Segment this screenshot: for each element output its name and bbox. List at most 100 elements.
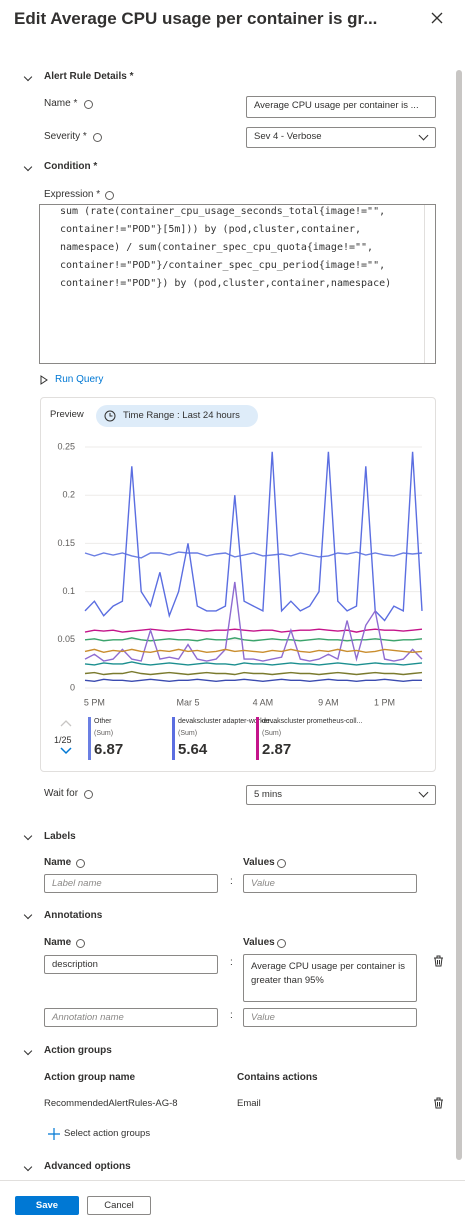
legend-aggregation: (Sum) — [262, 730, 282, 737]
section-heading[interactable]: Annotations — [44, 910, 103, 921]
info-icon[interactable] — [277, 939, 286, 948]
series-line — [84, 648, 423, 654]
code-line: container!="POD"}) by (pod,cluster,conta… — [60, 278, 392, 289]
info-icon[interactable] — [76, 939, 85, 948]
run-query-link[interactable]: Run Query — [55, 374, 104, 385]
legend-pager-arrows[interactable] — [60, 718, 72, 768]
chevron[interactable] — [23, 1046, 33, 1056]
info-icon[interactable] — [277, 859, 286, 868]
y-tick-label: 0.05 — [57, 634, 75, 644]
info-icon[interactable] — [84, 100, 93, 109]
time-range-label[interactable]: Time Range : Last 24 hours — [123, 410, 240, 421]
delete-icon[interactable] — [433, 1097, 444, 1109]
series-line — [84, 661, 423, 666]
label-name-input[interactable]: Label name — [44, 874, 218, 893]
separator: : — [230, 1010, 233, 1021]
column-header: Contains actions — [237, 1072, 318, 1083]
annotation-name-input[interactable]: Annotation name — [44, 1008, 218, 1027]
legend-swatch — [172, 717, 175, 760]
x-tick-label: 4 AM — [253, 697, 274, 707]
editor-scrollbar — [424, 205, 435, 363]
y-tick-label: 0.25 — [57, 441, 75, 451]
section-heading[interactable]: Advanced options — [44, 1161, 131, 1172]
column-header: Name — [44, 857, 72, 868]
legend-name: devakscluster adapter-worker ... — [178, 718, 278, 725]
cancel-button[interactable]: Cancel — [87, 1196, 151, 1215]
preview-label: Preview — [50, 409, 84, 420]
code-line: sum (rate(container_cpu_usage_seconds_to… — [60, 206, 386, 217]
section-heading[interactable]: Labels — [44, 831, 76, 842]
y-tick-label: 0.1 — [62, 586, 75, 596]
annotation-value-input[interactable]: Value — [243, 1008, 417, 1027]
field-label: Severity * — [44, 131, 87, 142]
panel-title: Edit Average CPU usage per container is … — [14, 9, 378, 28]
chevron[interactable] — [23, 831, 33, 841]
legend-swatch — [256, 717, 259, 760]
action-group-name: RecommendedAlertRules-AG-8 — [44, 1098, 178, 1109]
section-heading[interactable]: Condition * — [44, 161, 98, 172]
legend-value: 6.87 — [94, 741, 124, 758]
legend-pager: 1/25 — [54, 735, 72, 745]
x-tick-label: Mar 5 — [176, 697, 199, 707]
section-heading[interactable]: Action groups — [44, 1045, 112, 1056]
y-tick-label: 0.15 — [57, 538, 75, 548]
expression-editor[interactable] — [39, 204, 436, 364]
series-line — [84, 637, 423, 642]
series-line — [84, 451, 423, 622]
preview-card — [40, 397, 436, 772]
y-tick-label: 0.2 — [62, 490, 75, 500]
code-line: container!="POD"}/container_spec_cpu_per… — [60, 260, 386, 271]
time-range-pill[interactable] — [96, 405, 258, 427]
legend-value: 2.87 — [262, 741, 292, 758]
wait-for-select[interactable]: 5 mins — [246, 785, 436, 805]
code-line: container!="POD"}[5m])) by (pod,cluster,… — [60, 224, 362, 235]
info-icon[interactable] — [84, 790, 93, 799]
chevron[interactable] — [23, 162, 33, 172]
x-tick-label: 5 PM — [84, 697, 105, 707]
section-heading[interactable]: Alert Rule Details * — [44, 71, 134, 82]
name-input[interactable]: Average CPU usage per container is ... — [246, 96, 436, 118]
legend-aggregation: (Sum) — [94, 730, 114, 737]
save-button[interactable]: Save — [15, 1196, 79, 1215]
column-header: Action group name — [44, 1072, 136, 1083]
field-label: Expression * — [44, 189, 101, 200]
play-icon[interactable] — [40, 375, 48, 385]
field-label: Wait for — [44, 788, 79, 799]
x-tick-label: 1 PM — [374, 697, 395, 707]
series-line — [84, 678, 422, 683]
info-icon[interactable] — [105, 191, 114, 200]
add-icon[interactable] — [48, 1128, 60, 1140]
severity-select[interactable]: Sev 4 - Verbose — [246, 127, 436, 148]
info-icon[interactable] — [76, 859, 85, 868]
field-label: Name * — [44, 98, 78, 109]
annotation-value-input[interactable]: Average CPU usage per container is great… — [243, 954, 417, 1002]
column-header: Name — [44, 937, 72, 948]
chevron[interactable] — [23, 1162, 33, 1172]
code-line: namespace) / sum(container_spec_cpu_quot… — [60, 242, 374, 253]
info-icon[interactable] — [93, 133, 102, 142]
series-line — [84, 581, 423, 662]
chevron[interactable] — [23, 910, 33, 920]
column-header: Values — [243, 857, 275, 868]
delete-icon[interactable] — [433, 955, 444, 967]
x-tick-label: 9 AM — [318, 697, 339, 707]
clock-icon — [104, 410, 116, 422]
y-tick-label: 0 — [70, 682, 75, 692]
chevron[interactable] — [23, 72, 33, 82]
annotation-name-input[interactable]: description — [44, 955, 218, 974]
separator: : — [230, 957, 233, 968]
legend-swatch — [88, 717, 91, 760]
action-group-actions: Email — [237, 1098, 261, 1109]
scrollbar[interactable] — [456, 70, 462, 1160]
close-button[interactable] — [431, 12, 443, 24]
legend-value: 5.64 — [178, 741, 208, 758]
chart: 0 0.05 0.1 0.15 0.2 0.25 5 PM Mar 5 4 AM 9 AM 1 PM — [57, 441, 423, 707]
footer-divider — [0, 1180, 465, 1181]
legend-name: devakscluster prometheus-coll... — [262, 718, 363, 725]
label-value-input[interactable]: Value — [243, 874, 417, 893]
select-action-groups[interactable]: Select action groups — [64, 1128, 151, 1139]
series-line — [84, 628, 423, 633]
separator: : — [230, 876, 233, 887]
